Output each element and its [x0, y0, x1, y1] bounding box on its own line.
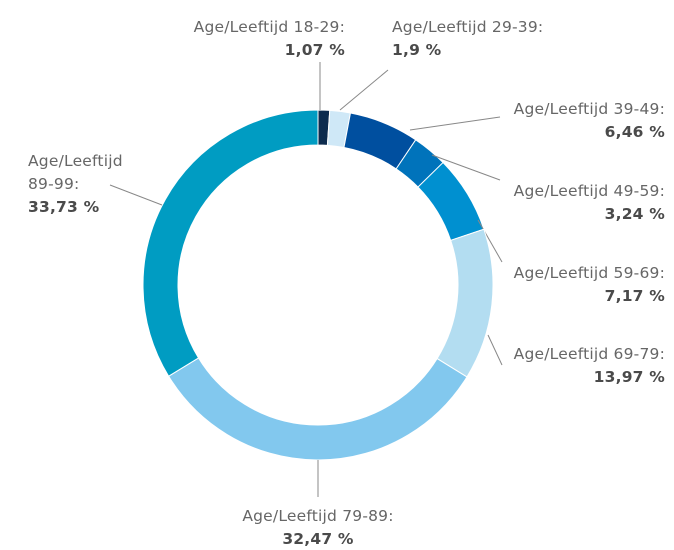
- segment-label: Age/Leeftijd 39-49: 6,46 %: [514, 98, 665, 144]
- value-label: 7,17 %: [604, 287, 665, 305]
- segment-label: Age/Leeftijd 89-99: 33,73 %: [28, 150, 138, 219]
- segment-label: Age/Leeftijd 18-29: 1,07 %: [194, 16, 345, 62]
- leader-line: [431, 154, 501, 181]
- category-label: Age/Leeftijd 59-69:: [513, 264, 665, 282]
- category-label: Age/Leeftijd 69-79:: [513, 345, 665, 363]
- value-label: 1,9 %: [392, 41, 442, 59]
- category-label: Age/Leeftijd 39-49:: [513, 100, 665, 118]
- leader-line: [477, 219, 503, 263]
- category-label: Age/Leeftijd 29-39:: [392, 18, 544, 36]
- category-label: Age/Leeftijd 49-59:: [513, 182, 665, 200]
- segment-label: Age/Leeftijd 69-79: 13,97 %: [514, 343, 665, 389]
- donut-segment: [167, 357, 468, 461]
- segment-label: Age/Leeftijd 29-39: 1,9 %: [392, 16, 543, 62]
- segment-label: Age/Leeftijd 59-69: 7,17 %: [514, 262, 665, 308]
- leader-line: [109, 184, 163, 206]
- value-label: 3,24 %: [604, 205, 665, 223]
- value-label: 13,97 %: [593, 368, 665, 386]
- donut-segment: [142, 109, 319, 377]
- leader-line: [409, 116, 501, 131]
- value-label: 6,46 %: [604, 123, 665, 141]
- category-label: Age/Leeftijd 89-99:: [28, 152, 123, 193]
- category-label: Age/Leeftijd 18-29:: [193, 18, 345, 36]
- value-label: 1,07 %: [284, 41, 345, 59]
- segment-label: Age/Leeftijd 49-59: 3,24 %: [514, 180, 665, 226]
- leader-line: [339, 69, 389, 111]
- leader-line: [487, 334, 503, 366]
- value-label: 32,47 %: [282, 530, 354, 548]
- category-label: Age/Leeftijd 79-89:: [242, 507, 394, 525]
- donut-segment: [436, 228, 494, 378]
- value-label: 33,73 %: [28, 198, 100, 216]
- segment-label: Age/Leeftijd 79-89: 32,47 %: [218, 505, 418, 550]
